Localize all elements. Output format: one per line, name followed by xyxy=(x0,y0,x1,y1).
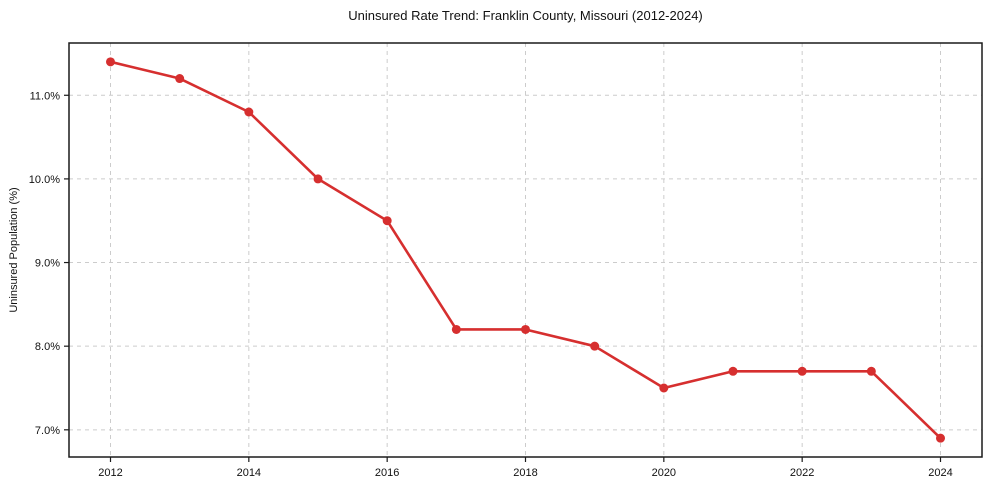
data-point-marker xyxy=(244,107,254,117)
x-tick-label: 2012 xyxy=(98,467,122,479)
data-point-marker xyxy=(106,57,115,67)
data-point-marker xyxy=(451,324,461,334)
x-tick-label: 2016 xyxy=(375,467,399,479)
data-point-marker xyxy=(521,324,530,334)
y-tick-label: 8.0% xyxy=(35,341,60,353)
y-tick-label: 10.0% xyxy=(29,174,60,186)
y-tick-label: 9.0% xyxy=(35,258,60,270)
y-tick-label: 7.0% xyxy=(35,425,60,437)
chart-title: Uninsured Rate Trend: Franklin County, M… xyxy=(348,8,703,23)
data-point-marker xyxy=(797,366,807,376)
plot-border xyxy=(68,42,983,458)
x-tick-label: 2022 xyxy=(790,467,814,479)
x-tick-label: 2018 xyxy=(513,467,537,479)
x-tick-label: 2020 xyxy=(652,467,676,479)
data-point-marker xyxy=(382,216,392,226)
data-point-marker xyxy=(728,366,738,376)
data-point-marker xyxy=(866,366,876,376)
data-point-marker xyxy=(936,433,945,443)
x-tick-label: 2024 xyxy=(928,467,952,479)
data-point-marker xyxy=(313,174,323,184)
data-point-marker xyxy=(659,383,669,393)
data-point-marker xyxy=(175,74,185,84)
data-point-marker xyxy=(590,341,600,351)
y-axis-label: Uninsured Population (%) xyxy=(8,187,20,313)
x-tick-label: 2014 xyxy=(237,467,261,479)
y-tick-label: 11.0% xyxy=(30,90,61,102)
